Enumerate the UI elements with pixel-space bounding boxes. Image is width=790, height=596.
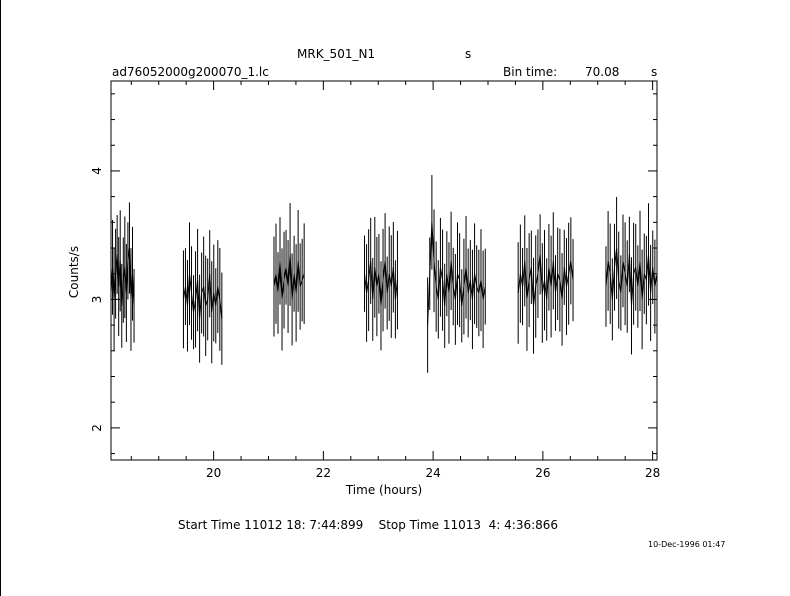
series-segment <box>110 247 135 306</box>
bin-time-label: Bin time: <box>503 65 558 79</box>
y-tick-label: 4 <box>90 167 104 175</box>
bin-time-unit: s <box>651 65 658 79</box>
x-tick-label: 28 <box>645 466 660 480</box>
x-axis-label: Time (hours) <box>345 483 422 497</box>
y-tick-label: 3 <box>90 296 104 304</box>
x-tick-label: 20 <box>206 466 221 480</box>
object-name: MRK_501_N1 <box>297 47 376 61</box>
series-segment <box>273 254 305 300</box>
chart-marks <box>110 175 658 373</box>
bin-time-value: 70.08 <box>585 65 620 79</box>
filename-label: ad76052000g200070_1.lc <box>112 65 269 79</box>
series-segment <box>364 260 398 306</box>
series-segment <box>427 222 486 326</box>
series-segment <box>517 254 574 306</box>
start-stop-time: Start Time 11012 18: 7:44:899 Stop Time … <box>178 518 559 532</box>
x-tick-label: 22 <box>316 466 331 480</box>
date-stamp: 10-Dec-1996 01:47 <box>648 540 726 549</box>
y-tick-label: 2 <box>90 424 104 432</box>
x-tick-label: 24 <box>425 466 440 480</box>
x-tick-label: 26 <box>535 466 550 480</box>
object-unit: s <box>465 47 472 61</box>
y-axis-label: Counts/s <box>67 246 81 298</box>
left-border-rule <box>0 0 1 596</box>
series-segment <box>605 247 658 306</box>
series-segment <box>182 273 223 319</box>
